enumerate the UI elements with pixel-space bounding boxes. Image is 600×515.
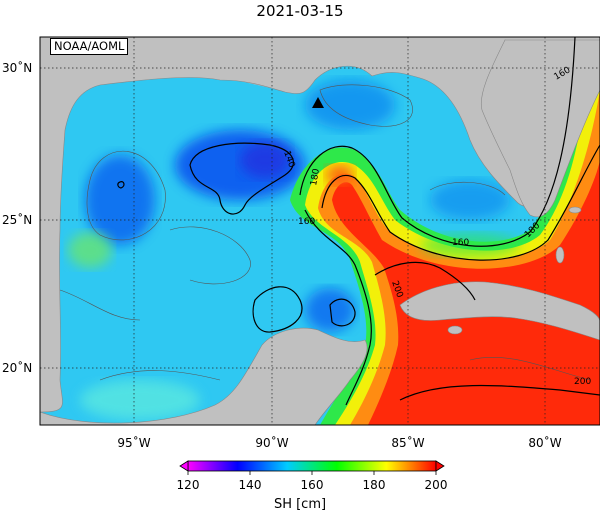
colorbar-tick-160: 160 bbox=[301, 478, 324, 492]
colorbar-label: SH [cm] bbox=[273, 497, 327, 512]
lon-tick-90: 90˚W bbox=[255, 435, 288, 450]
contour-label-160-west: 160 bbox=[298, 217, 315, 227]
contour-labels: 140 180 160 160 160 180 200 200 bbox=[281, 65, 591, 387]
lat-tick-25: 25˚N bbox=[2, 212, 32, 227]
contour-label-180: 180 bbox=[309, 168, 322, 187]
colorbar-tick-180: 180 bbox=[363, 478, 386, 492]
landmasses bbox=[40, 37, 600, 425]
lon-tick-95: 95˚W bbox=[117, 435, 150, 450]
colorbar-tick-140: 140 bbox=[239, 478, 262, 492]
lat-axis: 30˚N 25˚N 20˚N bbox=[2, 60, 32, 375]
credit-label: NOAA/AOML bbox=[50, 38, 129, 55]
contour-label-200-east: 200 bbox=[574, 377, 591, 387]
map-title: 2021-03-15 bbox=[256, 2, 344, 20]
colorbar: 120 140 160 180 200 bbox=[177, 460, 448, 492]
graticule bbox=[40, 37, 600, 425]
lat-tick-20: 20˚N bbox=[2, 360, 32, 375]
map-area: 140 180 160 160 160 180 200 200 bbox=[40, 37, 600, 425]
contour-label-160-straits: 160 bbox=[452, 238, 469, 248]
station-marker bbox=[312, 97, 324, 108]
contours bbox=[117, 37, 600, 406]
lon-tick-80: 80˚W bbox=[528, 435, 561, 450]
thin-contours bbox=[59, 84, 591, 381]
lon-axis: 95˚W 90˚W 85˚W 80˚W bbox=[117, 435, 561, 450]
colorbar-tick-120: 120 bbox=[177, 478, 200, 492]
lat-tick-30: 30˚N bbox=[2, 60, 32, 75]
map-frame bbox=[39, 36, 600, 426]
lon-tick-85: 85˚W bbox=[391, 435, 424, 450]
colorbar-tick-200: 200 bbox=[425, 478, 448, 492]
